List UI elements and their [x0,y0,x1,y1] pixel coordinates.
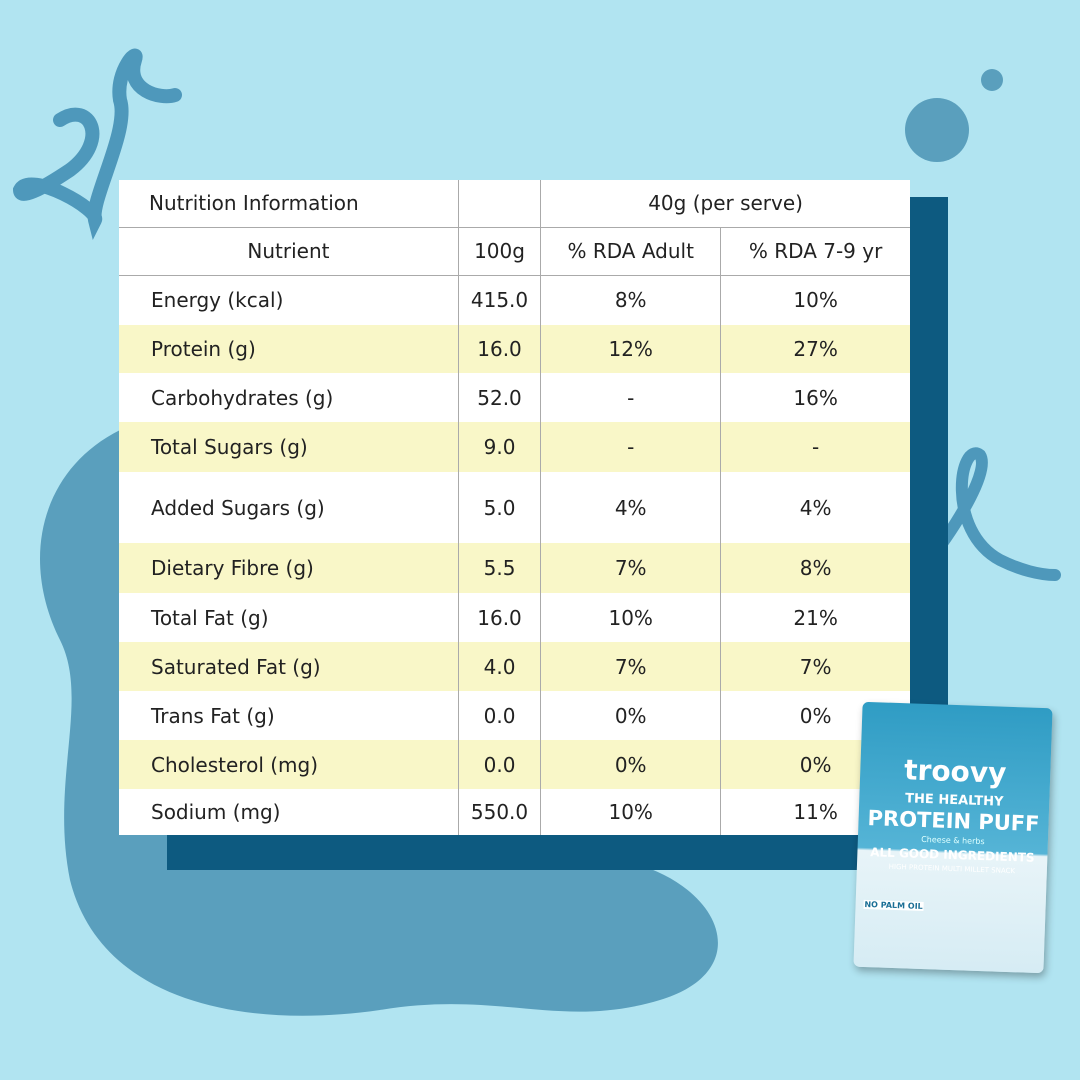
table-row: Added Sugars (g) 5.0 4% 4% [119,472,910,543]
table-row: Carbohydrates (g) 52.0- 16% [119,373,910,422]
nutrient-name: Saturated Fat (g) [119,642,459,691]
dot [981,69,1003,91]
nutrient-value: 52.0 [458,373,542,422]
nutrient-value: - [720,422,910,472]
nutrient-value: 12% [540,325,722,373]
nutrient-value: 5.5 [458,543,542,593]
badge: NO PALM OIL [863,899,924,912]
column-header: 100g [458,227,542,276]
table-row: Total Sugars (g) 9.0- - [119,422,910,472]
nutrient-name: Carbohydrates (g) [119,373,459,422]
table-row: Saturated Fat (g) 4.0 7% 7% [119,642,910,691]
nutrient-value: 27% [720,325,910,373]
nutrient-value: 4.0 [458,642,542,691]
nutrient-value: 21% [793,605,838,630]
nutrient-value: 415.0 [458,275,542,325]
nutrition-table: Nutrition Information 40g (per serve) Nu… [119,180,910,835]
nutrient-value: 7% [540,543,722,593]
empty-cell [458,180,542,228]
nutrient-name: Cholesterol (mg) [119,740,459,789]
nutrient-name: Dietary Fibre (g) [119,543,459,593]
nutrient-name: Protein (g) [119,325,459,373]
nutrient-value: 10% [793,288,838,313]
column-header-row: Nutrient 100g% RDA Adult% RDA 7-9 yr [119,227,910,276]
column-header: % RDA 7-9 yr [720,227,910,276]
nutrient-value: 10% [540,593,722,642]
nutrient-value: 10% [540,789,722,835]
nutrient-name: Added Sugars (g) [119,472,459,543]
nutrient-value: 16.0 [458,325,542,373]
dot [905,98,969,162]
table-title: Nutrition Information [119,180,459,228]
nutrient-value: 4% [799,495,832,520]
nutrient-value: 8% [720,543,910,593]
curl [924,447,1061,581]
table-row: Protein (g) 16.0 12% 27% [119,325,910,373]
table-row: Trans Fat (g) 0.0 0% 0% [119,691,910,740]
nutrient-value: 0% [799,703,832,728]
brand: troovy [903,753,1007,790]
nutrient-value: - [540,373,722,422]
nutrient-name: Total Fat (g) [119,593,459,642]
table-row: Dietary Fibre (g) 5.5 7% 8% [119,543,910,593]
nutrient-value: 0% [540,691,722,740]
nutrient-name: Total Sugars (g) [119,422,459,472]
nutrient-name: Energy (kcal) [119,275,459,325]
nutrient-value: - [540,422,722,472]
nutrient-value: 7% [540,642,722,691]
column-header: % RDA Adult [540,227,722,276]
nutrient-value: 550.0 [458,789,542,835]
nutrient-value: 0.0 [458,740,542,789]
nutrient-value: 16.0 [458,593,542,642]
nutrient-value: 7% [720,642,910,691]
nutrient-value: 4% [540,472,722,543]
squiggle [12,48,182,241]
table-row: Energy (kcal) 415.0 8% 10% [119,275,910,325]
nutrient-value: 16% [793,385,838,410]
nutrient-value: 9.0 [458,422,542,472]
nutrient-name: Sodium (mg) [119,789,459,835]
table-row: Cholesterol (mg) 0.0 0% 0% [119,740,910,789]
header-row: Nutrition Information 40g (per serve) [119,180,910,228]
nutrient-value: 5.0 [458,472,542,543]
nutrient-value: 11% [793,800,838,824]
nutrient-value: 0% [540,740,722,789]
serving-label: 40g (per serve) [540,180,910,228]
product-package: troovy THE HEALTHY PROTEIN PUFF Cheese &… [853,701,1053,974]
nutrient-name: Trans Fat (g) [119,691,459,740]
nutrient-value: 8% [540,275,722,325]
nutrient-value: 0.0 [458,691,542,740]
table-row: Sodium (mg) 550.0 10% 11% [119,789,910,835]
table-row: Total Fat (g) 16.0 10% 21% [119,593,910,642]
column-header: Nutrient [119,227,459,276]
